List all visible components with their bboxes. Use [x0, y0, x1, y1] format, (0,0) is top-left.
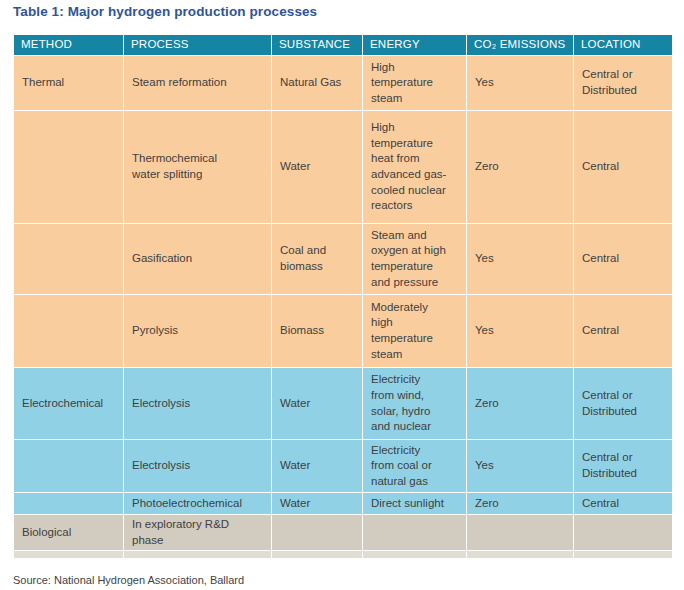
- cell-process: Photoelectrochemical: [124, 493, 272, 515]
- cell-emissions: [467, 551, 574, 559]
- cell-method: [14, 493, 124, 515]
- source-note: Source: National Hydrogen Association, B…: [13, 574, 672, 586]
- cell-energy: High temperature heat from advanced gas-…: [363, 111, 467, 224]
- table-row-thermochemical: Thermochemical water splitting Water Hig…: [14, 111, 673, 224]
- cell-process: [124, 551, 272, 559]
- cell-process: Thermochemical water splitting: [124, 111, 272, 224]
- column-header-substance: SUBSTANCE: [272, 35, 363, 56]
- cell-emissions: Zero: [467, 111, 574, 224]
- cell-energy: Direct sunlight: [363, 493, 467, 515]
- cell-method: [14, 440, 124, 493]
- cell-method: Thermal: [14, 56, 124, 111]
- column-header-energy: ENERGY: [363, 35, 467, 56]
- cell-location: Central: [574, 111, 673, 224]
- column-header-location: LOCATION: [574, 35, 673, 56]
- cell-emissions: Yes: [467, 56, 574, 111]
- column-header-co2-emissions: CO₂ EMISSIONS: [467, 35, 574, 56]
- cell-substance: Water: [272, 111, 363, 224]
- cell-method: Biological: [14, 515, 124, 551]
- cell-emissions: Yes: [467, 440, 574, 493]
- table-row-electrolysis-renewable: Electrochemical Electrolysis Water Elect…: [14, 368, 673, 440]
- cell-method: [14, 224, 124, 295]
- column-header-process: PROCESS: [124, 35, 272, 56]
- column-header-method: METHOD: [14, 35, 124, 56]
- cell-substance: Water: [272, 440, 363, 493]
- table-row-photoelectrochemical: Photoelectrochemical Water Direct sunlig…: [14, 493, 673, 515]
- cell-emissions: Zero: [467, 493, 574, 515]
- hydrogen-production-table: METHOD PROCESS SUBSTANCE ENERGY CO₂ EMIS…: [13, 34, 673, 559]
- cell-method: [14, 551, 124, 559]
- table-row-steam-reformation: Thermal Steam reformation Natural Gas Hi…: [14, 56, 673, 111]
- cell-energy: [363, 551, 467, 559]
- cell-process: Pyrolysis: [124, 295, 272, 368]
- cell-location: Central: [574, 295, 673, 368]
- cell-location: Central or Distributed: [574, 368, 673, 440]
- cell-substance: [272, 515, 363, 551]
- cell-energy: Electricity from coal or natural gas: [363, 440, 467, 493]
- header-row: METHOD PROCESS SUBSTANCE ENERGY CO₂ EMIS…: [14, 35, 673, 56]
- cell-substance: [272, 551, 363, 559]
- cell-method: [14, 295, 124, 368]
- cell-substance: Biomass: [272, 295, 363, 368]
- document-page: Table 1: Major hydrogen production proce…: [0, 0, 684, 590]
- cell-process: Electrolysis: [124, 440, 272, 493]
- cell-process: Steam reformation: [124, 56, 272, 111]
- table-row-electrolysis-fossil: Electrolysis Water Electricity from coal…: [14, 440, 673, 493]
- cell-energy: Steam and oxygen at high temperature and…: [363, 224, 467, 295]
- cell-energy: High temperature steam: [363, 56, 467, 111]
- cell-energy: Moderately high temperature steam: [363, 295, 467, 368]
- cell-emissions: Yes: [467, 295, 574, 368]
- cell-process: In exploratory R&D phase: [124, 515, 272, 551]
- cell-location: Central or Distributed: [574, 56, 673, 111]
- table-row-gasification: Gasification Coal and biomass Steam and …: [14, 224, 673, 295]
- cell-substance: Water: [272, 493, 363, 515]
- cell-substance: Water: [272, 368, 363, 440]
- cell-location: Central or Distributed: [574, 440, 673, 493]
- cell-emissions: [467, 515, 574, 551]
- cell-location: Central: [574, 493, 673, 515]
- table-row-empty-footer: [14, 551, 673, 559]
- cell-location: [574, 515, 673, 551]
- cell-method: [14, 111, 124, 224]
- cell-emissions: Zero: [467, 368, 574, 440]
- cell-energy: Electricity from wind, solar, hydro and …: [363, 368, 467, 440]
- cell-substance: Coal and biomass: [272, 224, 363, 295]
- cell-energy: [363, 515, 467, 551]
- cell-emissions: Yes: [467, 224, 574, 295]
- cell-location: [574, 551, 673, 559]
- table-row-biological: Biological In exploratory R&D phase: [14, 515, 673, 551]
- table-title: Table 1: Major hydrogen production proce…: [13, 4, 672, 19]
- cell-location: Central: [574, 224, 673, 295]
- cell-process: Electrolysis: [124, 368, 272, 440]
- cell-process: Gasification: [124, 224, 272, 295]
- cell-substance: Natural Gas: [272, 56, 363, 111]
- table-row-pyrolysis: Pyrolysis Biomass Moderately high temper…: [14, 295, 673, 368]
- cell-method: Electrochemical: [14, 368, 124, 440]
